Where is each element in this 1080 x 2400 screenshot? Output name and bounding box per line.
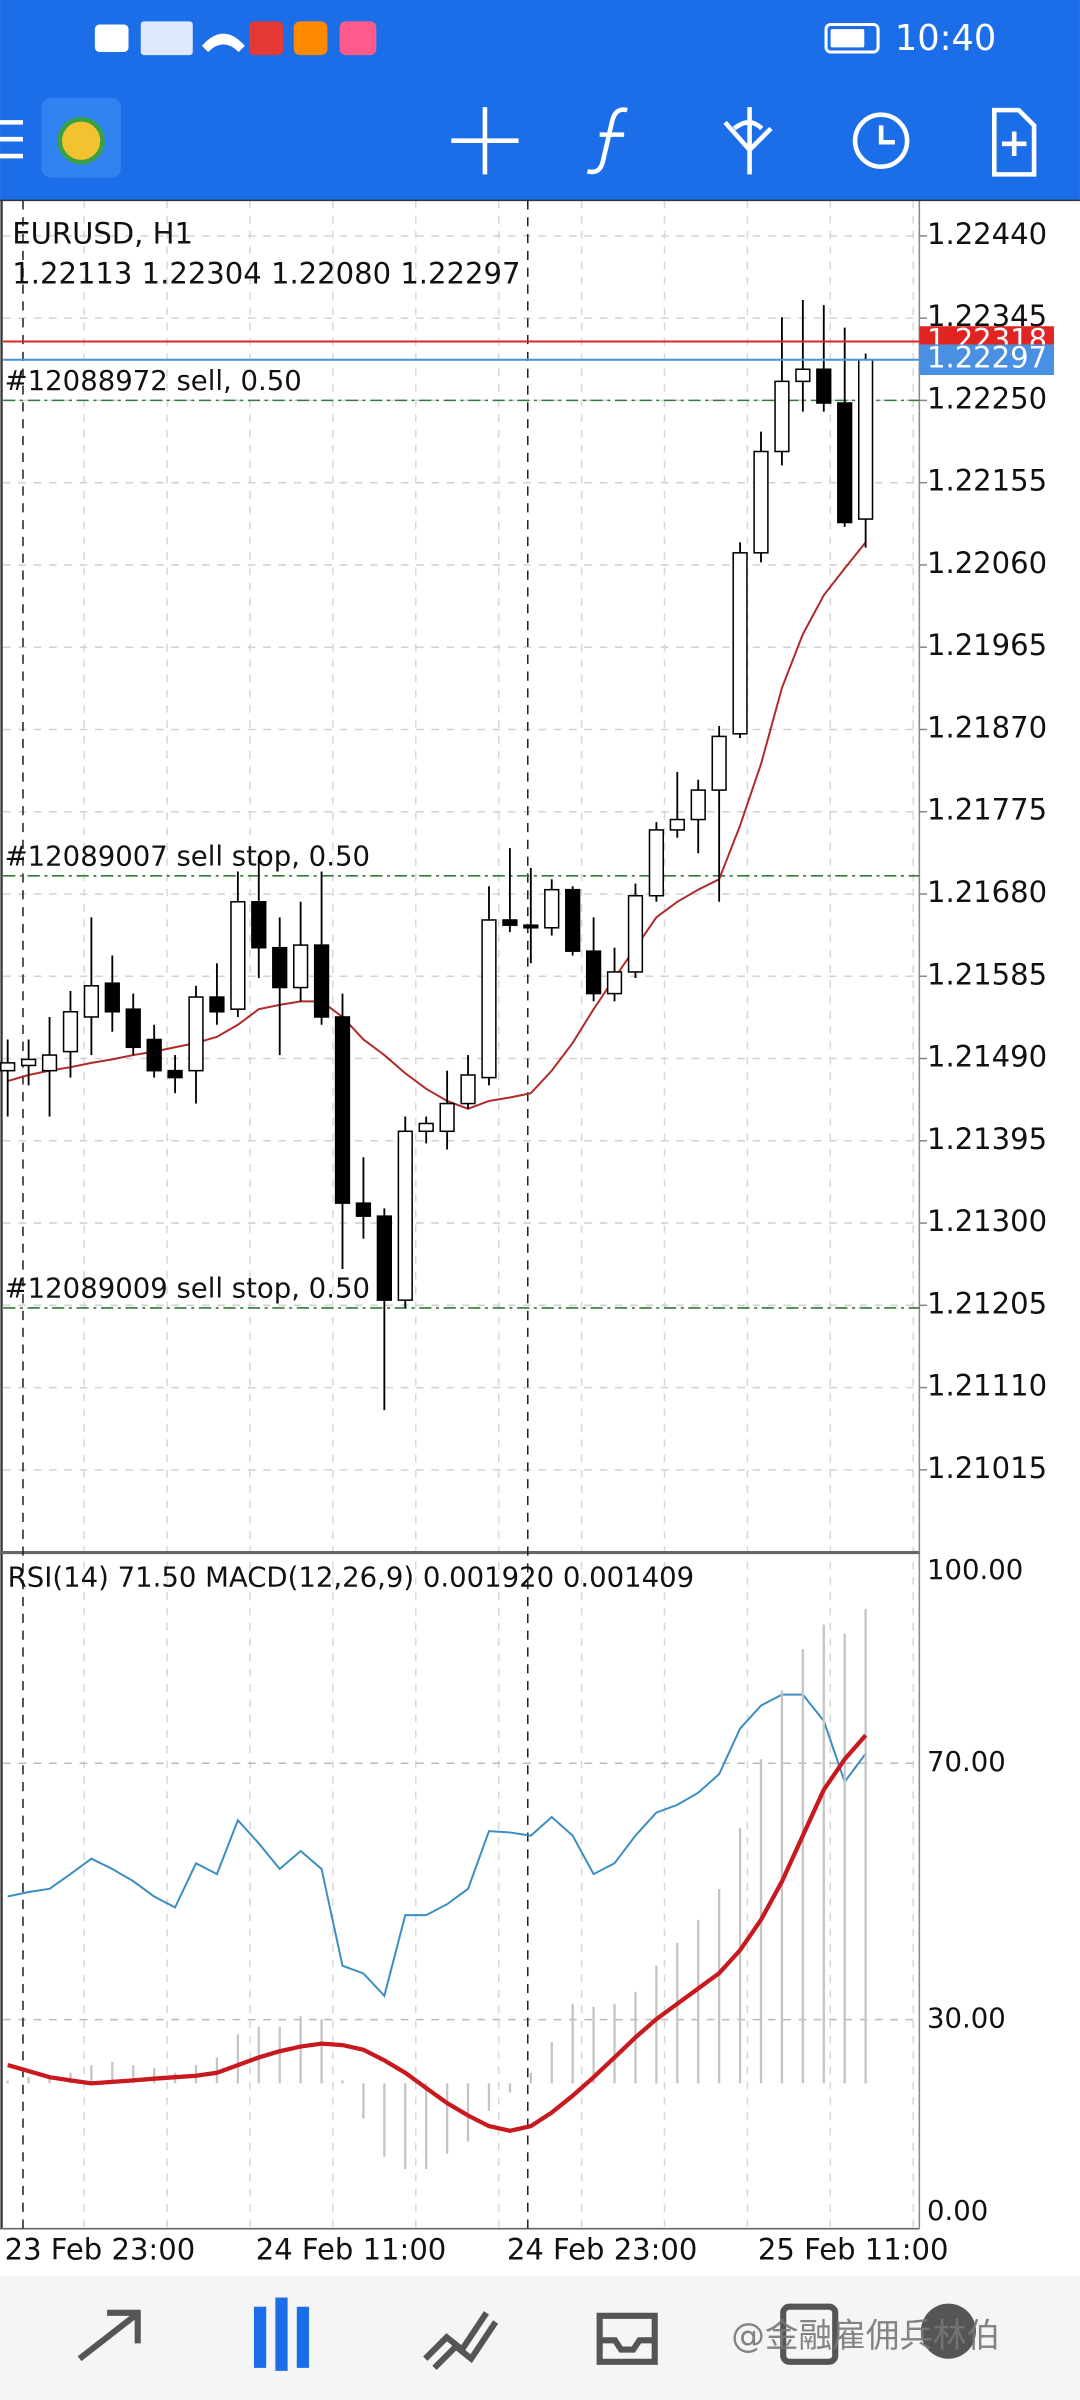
candle-body [41,1054,58,1072]
candle-body [627,894,644,973]
x-tick-label: 24 Feb 23:00 [507,2233,698,2267]
candle-body [502,919,518,926]
candle-body [857,358,874,520]
candle-body [795,368,811,383]
candle-body [20,1058,37,1067]
watermark: @金融雇佣兵林伯 [731,2316,1000,2355]
crosshair-button[interactable] [451,107,519,175]
y-tick-label: 0.00 [927,2195,988,2227]
y-tick-label: 1.21205 [927,1286,1047,1320]
candle-body [837,402,853,524]
candle-body [334,1016,351,1204]
y-tick-label: 1.21015 [927,1451,1047,1485]
grid [3,200,920,2229]
status-icons [94,21,880,56]
indicators-button[interactable] [586,107,628,175]
candle-body [523,924,539,929]
order-label: #12088972 sell, 0.50 [5,365,302,397]
candle-body [774,380,790,453]
candle-body [669,818,685,831]
price-tag-label: 1.22297 [927,341,1047,375]
x-tick-label: 23 Feb 23:00 [5,2233,196,2267]
y-tick-label: 1.22250 [927,381,1047,415]
candle-body [355,1202,372,1217]
clock: 10:40 [895,18,996,59]
candle-body [460,1074,476,1105]
candle-body [397,1130,413,1301]
candle-body [711,735,727,791]
y-tick-label: 30.00 [927,2003,1006,2035]
signal-line [7,1733,868,2134]
candle-body [753,450,769,554]
chart-area [0,200,1080,2277]
bottom-nav-icons [77,2297,976,2371]
candle-body [104,982,120,1013]
candle-body [146,1038,162,1072]
y-tick-label: 1.22155 [927,464,1047,498]
candle-body [439,1102,455,1133]
y-tick-label: 1.21110 [927,1369,1047,1403]
y-tick-label: 1.22440 [927,217,1047,251]
period-button[interactable] [852,112,910,170]
quotes-tab[interactable] [77,2309,141,2362]
candle-body [648,829,665,897]
y-tick-label: 1.21300 [927,1204,1047,1238]
order-label: #12089009 sell stop, 0.50 [5,1273,370,1305]
ohlc-text: 1.22113 1.22304 1.22080 1.22297 [12,256,520,290]
y-tick-label: 70.00 [927,1746,1006,1778]
candle-body [292,944,309,989]
candle-body [251,901,267,949]
candle-body [125,1008,141,1049]
y-tick-label: 1.21395 [927,1122,1047,1156]
settings-tab[interactable] [920,2303,976,2359]
candle-body [313,944,330,1018]
y-tick-label: 1.22060 [927,546,1047,580]
indicator-title: RSI(14) 71.50 MACD(12,26,9) 0.001920 0.0… [8,1562,695,1594]
y-tick-label: 1.21870 [927,710,1047,744]
candle-body [690,789,706,821]
y-tick-label: 100.00 [927,1554,1023,1586]
candle-body [0,1062,16,1072]
candle-body [585,950,602,995]
toolbar [0,97,1037,178]
candle-body [188,996,204,1072]
candle-body [816,368,832,404]
messages-tab[interactable] [780,2303,839,2365]
chart-tab[interactable] [253,2297,310,2371]
candle-body [732,552,748,735]
x-tick-label: 24 Feb 11:00 [256,2233,447,2267]
y-tick-label: 1.21680 [927,875,1047,909]
history-tab[interactable] [596,2312,658,2365]
candle-body [376,1215,392,1301]
candle-body [167,1069,183,1079]
y-tick-label: 1.21965 [927,628,1047,662]
new-order-button[interactable] [992,107,1037,177]
y-tick-label: 1.21585 [927,957,1047,991]
trade-tab[interactable] [423,2311,499,2371]
price-tag [919,344,1054,376]
candle-body [418,1122,434,1133]
candle-body [606,971,623,995]
x-tick-label: 25 Feb 11:00 [758,2233,949,2267]
symbol-title: EURUSD, H1 [12,217,193,251]
y-tick-label: 1.21775 [927,793,1047,827]
y-tick-label: 1.21490 [927,1040,1047,1074]
candle-body [62,1011,79,1053]
candle-body [209,996,225,1013]
trade-button[interactable] [723,107,773,175]
candle-body [481,919,497,1079]
candle-body [565,888,581,952]
candle-body [272,946,288,989]
menu-button[interactable] [0,120,23,159]
order-label: #12089007 sell stop, 0.50 [5,840,370,872]
candle-body [544,888,560,929]
rsi-line [7,1693,867,1998]
candle-body [230,901,246,1010]
candle-body [83,985,100,1018]
bottom-nav [0,2276,1080,2400]
